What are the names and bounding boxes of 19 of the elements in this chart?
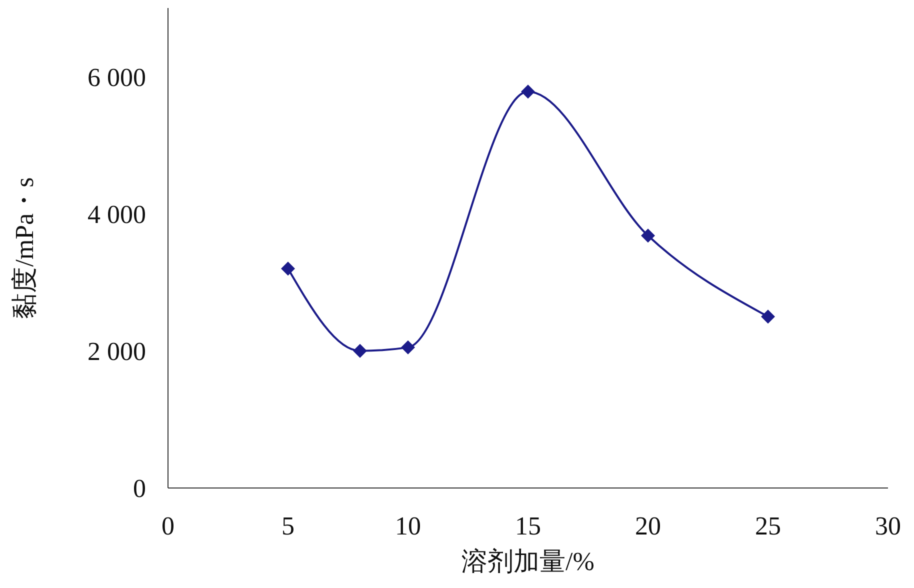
- x-tick-label: 10: [395, 511, 421, 540]
- y-tick-label: 6 000: [88, 62, 146, 92]
- point: [641, 228, 655, 243]
- y-tick-label: 4 000: [88, 200, 146, 229]
- point: [521, 84, 535, 99]
- x-tick-label: 5: [282, 511, 294, 540]
- x-tick-label: 25: [755, 511, 781, 540]
- point: [401, 340, 415, 354]
- x-axis-title: 溶剂加量/%: [462, 547, 594, 576]
- x-tick-label: 15: [515, 511, 541, 540]
- point: [353, 344, 367, 358]
- point: [281, 262, 295, 276]
- y-tick-label: 0: [133, 474, 146, 504]
- x-tick-label: 0: [162, 511, 174, 540]
- x-tick-label: 30: [875, 511, 901, 540]
- y-tick-label: 2 000: [88, 337, 146, 366]
- point: [761, 310, 775, 324]
- x-tick-label: 20: [635, 511, 661, 540]
- y-axis-title: 黏度/mPa・s: [10, 177, 40, 319]
